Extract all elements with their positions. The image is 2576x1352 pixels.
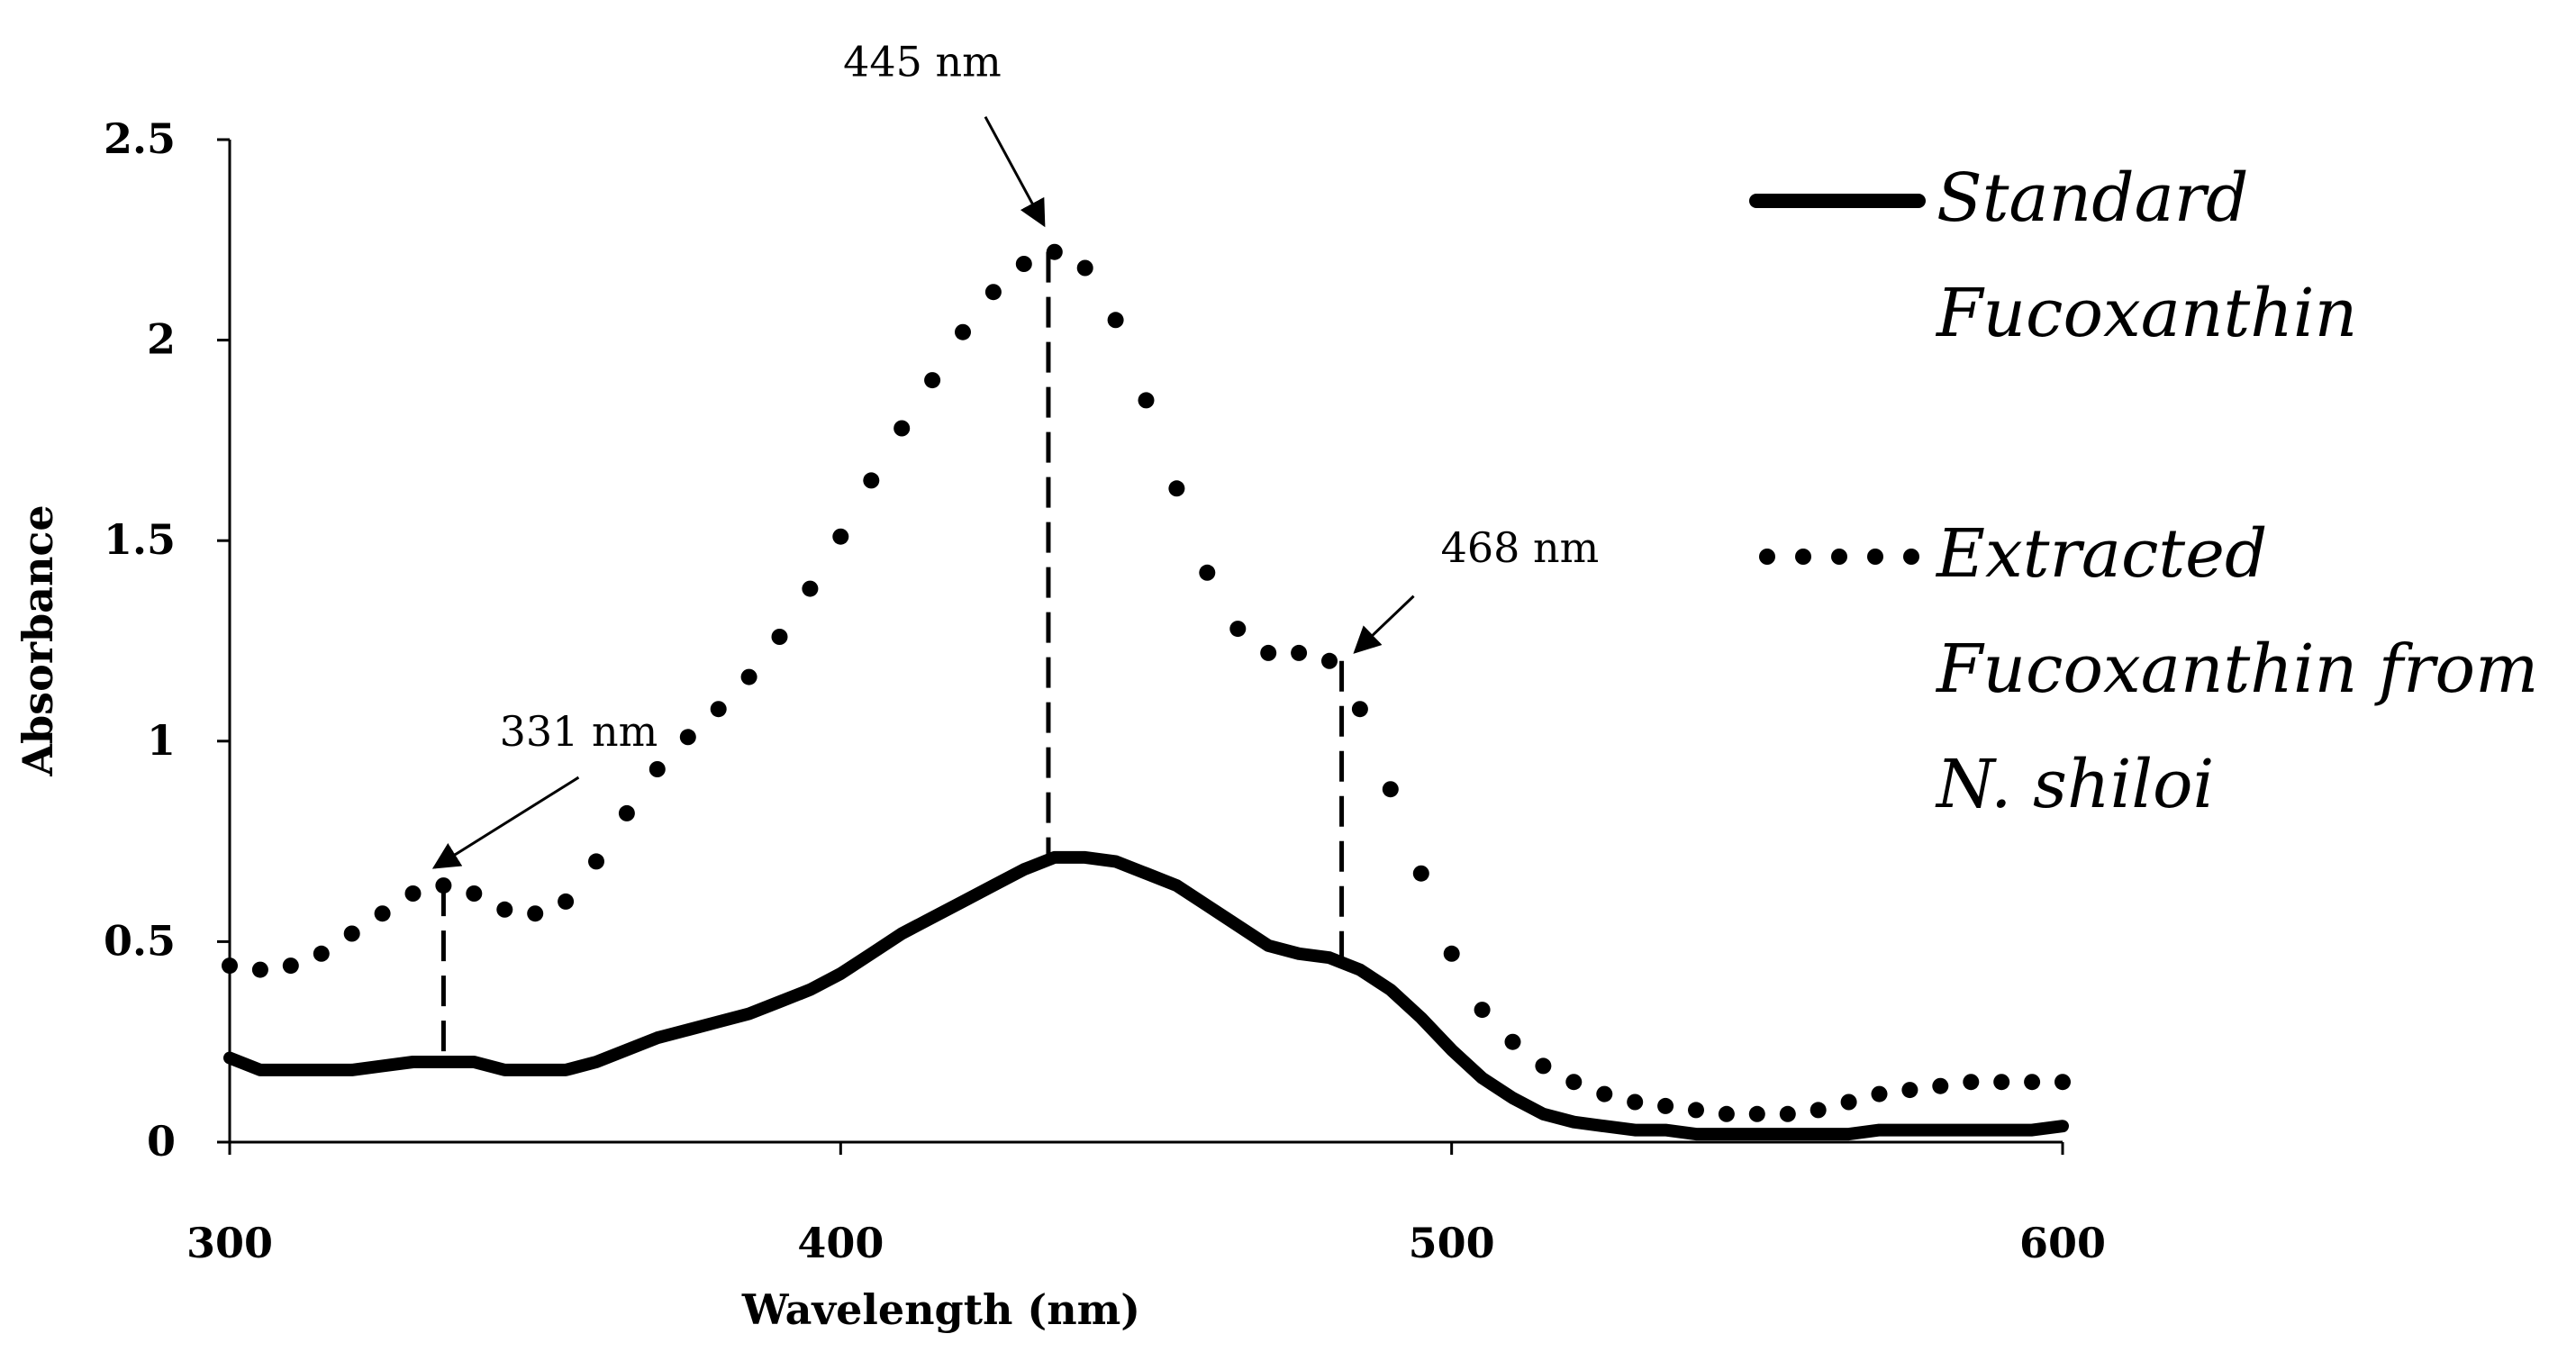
legend-label-extracted-fucoxanthin: N. shiloi: [1935, 746, 2214, 823]
data-point-extracted-fucoxanthin: [558, 893, 575, 910]
y-axis-title: Absorbance: [14, 504, 62, 776]
peak-annotation-label: 468 nm: [1441, 523, 1600, 572]
legend: Standard Fucoxanthin Extracted Fucoxanthin …: [1749, 159, 2538, 823]
data-point-extracted-fucoxanthin: [1657, 1097, 1674, 1114]
annotation-arrow: [984, 115, 1046, 228]
data-point-extracted-fucoxanthin: [1840, 1093, 1857, 1111]
legend-swatch-extracted-fucoxanthin: [1759, 549, 1919, 565]
data-point-extracted-fucoxanthin: [343, 925, 360, 942]
plot-area: [222, 243, 2071, 1141]
legend-swatch-dot: [1759, 549, 1775, 565]
y-tick-label: 1.5: [104, 515, 176, 564]
axes: [228, 140, 2063, 1144]
data-point-extracted-fucoxanthin: [1535, 1057, 1552, 1075]
data-point-extracted-fucoxanthin: [1779, 1105, 1796, 1122]
data-point-extracted-fucoxanthin: [1688, 1102, 1704, 1119]
data-point-extracted-fucoxanthin: [1260, 644, 1277, 661]
data-point-extracted-fucoxanthin: [1993, 1074, 2010, 1091]
data-point-extracted-fucoxanthin: [618, 804, 635, 821]
annotation-arrow: [431, 776, 580, 869]
x-tick-label: 500: [1409, 1219, 1495, 1267]
y-ticks: 0 0.5 1 1.5 2 2.5: [104, 114, 230, 1166]
data-point-extracted-fucoxanthin: [1138, 392, 1155, 409]
data-point-extracted-fucoxanthin: [1199, 564, 1216, 581]
data-point-extracted-fucoxanthin: [1627, 1093, 1644, 1111]
data-point-extracted-fucoxanthin: [222, 957, 238, 975]
x-axis-title: Wavelength (nm): [741, 1285, 1140, 1334]
data-point-extracted-fucoxanthin: [710, 701, 727, 718]
data-point-extracted-fucoxanthin: [1382, 781, 1399, 798]
data-point-extracted-fucoxanthin: [1871, 1085, 1888, 1102]
annotations: 331 nm 445 nm 468 nm: [431, 38, 1600, 1062]
data-point-extracted-fucoxanthin: [1076, 259, 1093, 277]
y-tick-label: 0: [147, 1117, 176, 1166]
data-point-extracted-fucoxanthin: [1565, 1074, 1583, 1091]
data-point-extracted-fucoxanthin: [740, 668, 757, 685]
data-point-extracted-fucoxanthin: [771, 629, 788, 645]
data-point-extracted-fucoxanthin: [1901, 1082, 1918, 1099]
x-tick-label: 600: [2019, 1219, 2106, 1267]
x-tick-label: 300: [186, 1219, 273, 1267]
data-point-extracted-fucoxanthin: [527, 905, 544, 922]
peak-annotation-label: 331 nm: [500, 707, 658, 756]
data-point-extracted-fucoxanthin: [1168, 480, 1185, 497]
data-point-extracted-fucoxanthin: [1291, 644, 1308, 661]
data-point-extracted-fucoxanthin: [1932, 1077, 1949, 1094]
data-point-extracted-fucoxanthin: [1412, 865, 1429, 882]
data-point-extracted-fucoxanthin: [496, 901, 513, 918]
legend-swatch-dot: [1795, 549, 1811, 565]
data-point-extracted-fucoxanthin: [863, 472, 880, 489]
data-point-extracted-fucoxanthin: [924, 372, 941, 389]
data-point-extracted-fucoxanthin: [649, 761, 666, 777]
data-point-extracted-fucoxanthin: [1443, 945, 1460, 962]
data-point-extracted-fucoxanthin: [802, 580, 819, 597]
data-point-extracted-fucoxanthin: [2024, 1074, 2041, 1091]
legend-label-extracted-fucoxanthin: Extracted: [1935, 515, 2267, 593]
series-extracted-fucoxanthin: [222, 243, 2071, 1122]
data-point-extracted-fucoxanthin: [404, 885, 422, 902]
data-point-extracted-fucoxanthin: [679, 729, 696, 746]
data-point-extracted-fucoxanthin: [1810, 1102, 1827, 1119]
legend-label-extracted-fucoxanthin: Fucoxanthin from: [1935, 631, 2538, 708]
data-point-extracted-fucoxanthin: [1229, 621, 1247, 638]
legend-label-standard-fucoxanthin: Standard: [1937, 159, 2248, 237]
data-point-extracted-fucoxanthin: [832, 528, 849, 545]
series-line-standard-fucoxanthin: [223, 850, 2069, 1141]
data-point-extracted-fucoxanthin: [588, 853, 604, 870]
y-tick-label: 2: [147, 315, 176, 364]
data-point-extracted-fucoxanthin: [282, 957, 299, 975]
legend-swatch-dot: [1831, 549, 1847, 565]
data-point-extracted-fucoxanthin: [1107, 312, 1124, 329]
data-point-extracted-fucoxanthin: [374, 905, 391, 922]
y-tick-label: 1: [147, 716, 176, 765]
y-tick-label: 0.5: [104, 916, 176, 965]
legend-swatch-dot: [1903, 549, 1919, 565]
data-point-extracted-fucoxanthin: [2054, 1074, 2071, 1091]
data-point-extracted-fucoxanthin: [1963, 1074, 1980, 1091]
x-ticks: 300 400 500 600: [186, 1142, 2106, 1267]
data-point-extracted-fucoxanthin: [466, 885, 483, 902]
data-point-extracted-fucoxanthin: [251, 961, 268, 978]
data-point-extracted-fucoxanthin: [1504, 1033, 1521, 1050]
data-point-extracted-fucoxanthin: [1015, 256, 1032, 272]
data-point-extracted-fucoxanthin: [955, 323, 971, 340]
peak-annotation-label: 445 nm: [843, 38, 1002, 86]
x-tick-label: 400: [797, 1219, 884, 1267]
y-tick-label: 2.5: [104, 114, 176, 163]
data-point-extracted-fucoxanthin: [1596, 1085, 1613, 1102]
legend-swatch-dot: [1867, 549, 1883, 565]
data-point-extracted-fucoxanthin: [1351, 701, 1368, 718]
legend-label-standard-fucoxanthin: Fucoxanthin: [1935, 275, 2357, 352]
data-point-extracted-fucoxanthin: [984, 284, 1002, 301]
data-point-extracted-fucoxanthin: [893, 420, 911, 437]
data-point-extracted-fucoxanthin: [1748, 1105, 1765, 1122]
data-point-extracted-fucoxanthin: [313, 945, 330, 962]
data-point-extracted-fucoxanthin: [1718, 1105, 1735, 1122]
data-point-extracted-fucoxanthin: [1474, 1002, 1491, 1019]
data-point-extracted-fucoxanthin: [1321, 652, 1338, 669]
annotation-arrow: [1353, 594, 1415, 654]
